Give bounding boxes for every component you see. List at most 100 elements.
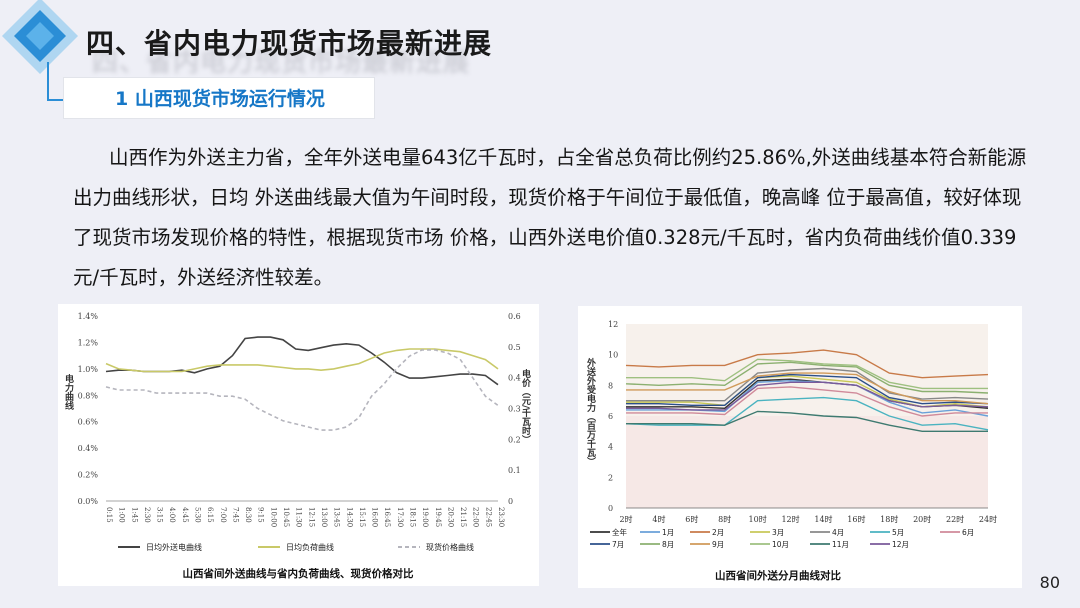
x-tick-label: 20:30: [446, 507, 454, 527]
y-right-tick-label: 0.3: [508, 405, 521, 414]
series-line: [626, 358, 988, 390]
y-tick-label: 8: [608, 381, 613, 390]
x-tick-label: 8时: [718, 514, 731, 524]
chart-export-load-price-svg: 0.0% 0.2% 0.4% 0.6% 0.8% 1.0% 1.2% 1.4% 0 0.1 0.2 0…: [63, 312, 532, 580]
y-right-tick-label: 0.1: [508, 466, 521, 475]
x-tick-label: 5:30: [194, 507, 202, 523]
y-right-axis-label: 电价（元/千瓦时）: [520, 368, 532, 444]
x-tick-label: 14:30: [345, 507, 353, 527]
y-tick-label: 4: [608, 443, 613, 452]
x-tick-label: 8:30: [244, 507, 252, 523]
legend-label: 8月: [662, 540, 674, 549]
legend-label: 11月: [832, 540, 849, 549]
legend-label: 5月: [892, 528, 904, 537]
x-tick-label: 15:15: [358, 507, 366, 527]
y-tick-label: 6: [608, 412, 613, 421]
x-tick-label: 20时: [913, 514, 931, 524]
y-left-tick-label: 1.4%: [78, 312, 99, 321]
y-right-tick-label: 0.4: [508, 374, 521, 383]
x-tick-label: 2:30: [143, 507, 151, 523]
chart-caption: 山西省间外送曲线与省内负荷曲线、现货价格对比: [183, 567, 414, 580]
legend-label: 全年: [612, 527, 627, 537]
x-tick-label: 4:45: [181, 507, 189, 523]
section-heading: 1 山西现货市场运行情况: [115, 88, 325, 110]
x-tick-label: 4:00: [168, 507, 176, 523]
legend-label: 12月: [892, 540, 909, 549]
x-tick-label: 9:15: [257, 507, 265, 523]
y-left-tick-label: 0.4%: [78, 444, 99, 453]
x-tick-label: 7:45: [231, 507, 239, 523]
chart-monthly-export-svg: 0 2 4 6 8 10 12 外送外受电力（百万千瓦） 2时 4时 6时 8时 10时 12时 14时 16…: [585, 320, 997, 582]
body-paragraph: 山西作为外送主力省，全年外送电量643亿千瓦时，占全省总负荷比例约25.86%,…: [73, 146, 1027, 289]
series-line: [626, 372, 989, 405]
legend-label: 日均外送电曲线: [146, 542, 202, 552]
x-tick-label: 13:00: [320, 507, 328, 527]
y-right-tick-label: 0: [508, 497, 513, 506]
y-right-tick-label: 0.6: [508, 312, 521, 321]
legend-label: 日均负荷曲线: [286, 542, 334, 552]
legend-label: 3月: [772, 528, 784, 537]
x-tick-label: 22:45: [484, 507, 492, 527]
y-tick-label: 12: [608, 320, 618, 329]
x-tick-label: 0:15: [105, 507, 113, 523]
x-tick-label: 7:00: [219, 507, 227, 523]
y-left-tick-label: 1.0%: [78, 365, 99, 374]
x-tick-label: 22时: [946, 514, 964, 524]
section-heading-box: [63, 77, 375, 119]
series-line: [626, 386, 988, 417]
x-tick-label: 18时: [880, 514, 898, 524]
series-line: [626, 381, 989, 411]
x-tick-label: 10:00: [269, 507, 277, 527]
legend-label: 7月: [612, 540, 624, 549]
chart-caption: 山西省间外送分月曲线对比: [715, 569, 841, 582]
y-tick-label: 2: [608, 473, 613, 482]
x-tick-label: 16时: [847, 514, 865, 524]
y-right-tick-label: 0.2: [508, 435, 521, 444]
y-right-tick-label: 0.5: [508, 343, 521, 352]
x-tick-label: 1:45: [130, 507, 138, 523]
x-tick-label: 18:15: [408, 507, 416, 527]
logo-icon: [2, 0, 78, 101]
y-axis-label: 外送外受电力（百万千瓦）: [585, 357, 597, 466]
x-tick-label: 19:45: [434, 507, 442, 527]
y-left-tick-label: 0.0%: [78, 497, 99, 506]
chart-monthly-export: 0 2 4 6 8 10 12 外送外受电力（百万千瓦） 2时 4时 6时 8时 10时 12时 14时 16…: [578, 306, 1022, 588]
x-tick-label: 16:45: [383, 507, 391, 527]
x-tick-label: 10:45: [282, 507, 290, 527]
legend-label: 9月: [712, 540, 724, 549]
legend-label: 1月: [662, 528, 674, 537]
series-line: [625, 361, 989, 394]
legend-label: 现货价格曲线: [426, 542, 474, 552]
y-left-tick-label: 0.2%: [78, 471, 99, 480]
y-left-tick-label: 0.6%: [78, 418, 99, 427]
series-line: [625, 396, 989, 431]
x-tick-label: 12:15: [307, 507, 315, 527]
x-tick-label: 13:45: [333, 507, 341, 527]
x-tick-label: 1:00: [118, 507, 126, 523]
x-tick-label: 14时: [814, 514, 832, 524]
page-title-shadow: 四、省内电力现货市场最新进展: [92, 48, 471, 78]
series-line: [105, 348, 499, 373]
series-line: [626, 373, 989, 407]
y-tick-label: 10: [608, 351, 618, 360]
legend-label: 2月: [712, 528, 724, 537]
x-tick-label: 24时: [979, 514, 997, 524]
x-tick-label: 3:15: [156, 507, 164, 523]
page-title: 四、省内电力现货市场最新进展: [86, 27, 493, 60]
x-tick-label: 17:30: [396, 507, 404, 527]
y-left-axis-label: 电力曲线: [63, 373, 74, 411]
x-tick-label: 21:15: [459, 507, 467, 527]
x-tick-label: 4时: [652, 514, 665, 524]
x-tick-label: 22:00: [472, 507, 480, 527]
y-tick-label: 0: [608, 504, 613, 513]
y-left-tick-label: 1.2%: [78, 338, 99, 347]
x-tick-label: 10时: [749, 514, 767, 524]
series-line: [626, 410, 988, 433]
x-tick-label: 16:00: [371, 507, 379, 527]
plot-area-shade: [626, 416, 988, 508]
series-line: [626, 367, 989, 402]
page-number: 80: [1039, 573, 1060, 592]
series-line: [105, 349, 499, 431]
x-tick-label: 6:15: [206, 507, 214, 523]
series-line: [625, 349, 989, 379]
